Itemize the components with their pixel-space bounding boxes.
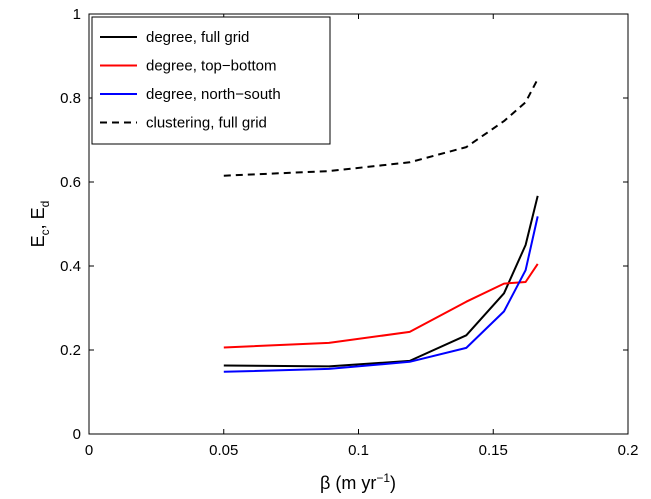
y-tick-label: 0.6 bbox=[60, 174, 81, 191]
legend: degree, full grid degree, top−bottom degre… bbox=[91, 16, 331, 145]
x-tick-label: 0 bbox=[85, 442, 93, 459]
y-tick-label: 1 bbox=[73, 6, 81, 23]
x-tick-label: 0.2 bbox=[618, 442, 639, 459]
y-tick-label: 0.4 bbox=[60, 258, 81, 275]
y-tick-label: 0.2 bbox=[60, 342, 81, 359]
series-line-2 bbox=[223, 263, 539, 349]
series-line-4 bbox=[223, 78, 539, 177]
y-tick-label: 0.8 bbox=[60, 90, 81, 107]
axis-ticks: 0 0.05 0.1 0.15 0.2 0 0.2 0.4 0.6 0.8 1 bbox=[60, 6, 638, 459]
series-line-1 bbox=[223, 195, 539, 368]
legend-box bbox=[91, 16, 331, 145]
series-line-3 bbox=[223, 216, 539, 373]
x-axis-label: β (m yr−1) bbox=[320, 471, 396, 493]
legend-label-4: clustering, full grid bbox=[146, 115, 267, 132]
x-tick-label: 0.15 bbox=[479, 442, 508, 459]
legend-label-3: degree, north−south bbox=[146, 86, 281, 103]
x-tick-label: 0.1 bbox=[348, 442, 369, 459]
legend-label-1: degree, full grid bbox=[146, 29, 249, 46]
series-lines bbox=[223, 78, 539, 373]
y-tick-label: 0 bbox=[73, 426, 81, 443]
y-axis-label: Ec, Ed bbox=[28, 201, 52, 248]
x-tick-label: 0.05 bbox=[209, 442, 238, 459]
legend-label-2: degree, top−bottom bbox=[146, 58, 277, 75]
